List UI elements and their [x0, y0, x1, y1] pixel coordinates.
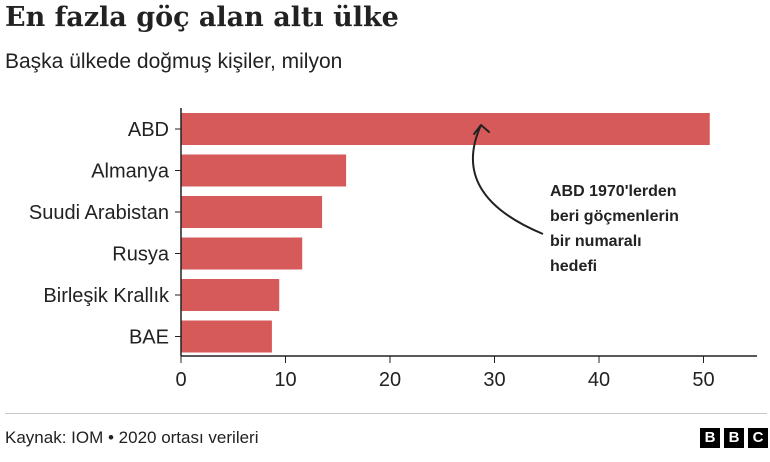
annotation-line-3: hedefi — [550, 258, 597, 275]
category-label-2: Suudi Arabistan — [29, 202, 169, 224]
bar-0 — [181, 113, 710, 145]
annotation-text: ABD 1970'lerden beri göçmenlerin bir numar… — [550, 183, 679, 275]
bar-1 — [181, 154, 347, 187]
chart-title: En fazla göç alan altı ülke — [5, 2, 399, 33]
footer-divider — [5, 413, 767, 414]
bar-chart: ABD Almanya Suudi Arabistan Rusya Birleşik K… — [29, 108, 757, 391]
x-tick-label-3: 30 — [483, 369, 505, 391]
category-label-4: Birleşik Krallık — [43, 285, 170, 307]
category-label-0: ABD — [128, 119, 169, 141]
x-tick-label-1: 10 — [274, 369, 296, 391]
category-label-5: BAE — [129, 327, 169, 349]
x-tick-label-5: 50 — [692, 369, 714, 391]
bar-3 — [181, 237, 303, 270]
bbc-logo: B B C — [700, 428, 768, 448]
x-tick-label-4: 40 — [588, 369, 610, 391]
chart-subtitle: Başka ülkede doğmuş kişiler, milyon — [5, 50, 343, 73]
annotation-line-0: ABD 1970'lerden — [550, 183, 677, 200]
bbc-logo-letter-2: B — [724, 428, 744, 448]
annotation-arrow-line — [471, 124, 544, 235]
category-label-1: Almanya — [91, 161, 170, 183]
bar-4 — [181, 279, 280, 311]
source-note: Kaynak: IOM • 2020 ortası verileri — [5, 428, 259, 447]
bar-2 — [181, 196, 323, 228]
category-label-3: Rusya — [112, 244, 170, 266]
bbc-logo-letter-1: B — [700, 428, 720, 448]
bar-5 — [181, 320, 272, 353]
x-tick-label-0: 0 — [175, 369, 186, 391]
annotation-line-1: beri göçmenlerin — [550, 208, 679, 225]
bbc-logo-letter-3: C — [748, 428, 768, 448]
annotation-line-2: bir numaralı — [550, 233, 642, 250]
annotation-arrowhead — [473, 124, 491, 135]
x-tick-label-2: 20 — [379, 369, 401, 391]
